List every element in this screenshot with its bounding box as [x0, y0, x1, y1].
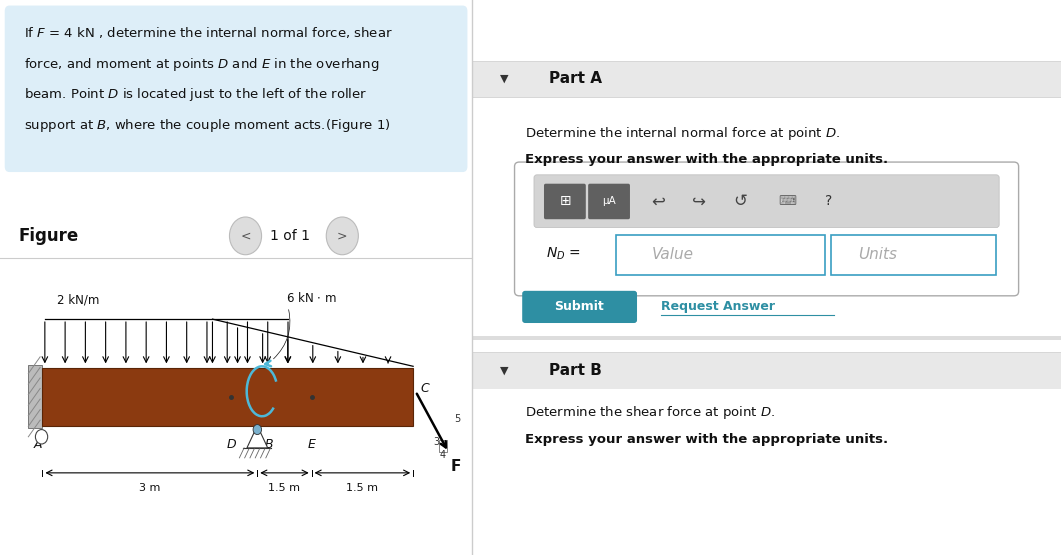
Text: <: <	[240, 229, 250, 243]
Text: $D$: $D$	[226, 438, 237, 451]
FancyBboxPatch shape	[472, 72, 1061, 333]
Text: 4: 4	[440, 450, 447, 460]
Text: Determine the shear force at point $D$.: Determine the shear force at point $D$.	[525, 404, 776, 421]
FancyBboxPatch shape	[515, 162, 1019, 296]
Text: support at $B$, where the couple moment acts.(Figure 1): support at $B$, where the couple moment …	[23, 117, 390, 134]
Circle shape	[326, 217, 359, 255]
Text: ↺: ↺	[733, 193, 747, 210]
Text: 3 m: 3 m	[139, 483, 160, 493]
Text: 1 of 1: 1 of 1	[271, 229, 311, 243]
Text: Part A: Part A	[549, 71, 602, 87]
Circle shape	[254, 425, 262, 435]
Text: 1.5 m: 1.5 m	[268, 483, 300, 493]
Text: beam. Point $D$ is located just to the left of the roller: beam. Point $D$ is located just to the l…	[23, 86, 367, 103]
Circle shape	[229, 217, 262, 255]
Polygon shape	[247, 426, 267, 448]
Text: If $\mathbf{\mathit{F}}$ = 4 kN , determine the internal normal force, shear: If $\mathbf{\mathit{F}}$ = 4 kN , determ…	[23, 25, 393, 40]
Text: ↩: ↩	[650, 193, 664, 210]
FancyBboxPatch shape	[42, 368, 413, 426]
Text: ▼: ▼	[501, 365, 509, 375]
Text: Figure: Figure	[19, 227, 80, 245]
Text: 1.5 m: 1.5 m	[346, 483, 379, 493]
Text: ?: ?	[824, 194, 832, 209]
Text: Determine the internal normal force at point $D$.: Determine the internal normal force at p…	[525, 125, 840, 142]
Text: 6 kN $\cdot$ m: 6 kN $\cdot$ m	[285, 291, 336, 305]
Text: Units: Units	[858, 247, 897, 263]
Text: 2 kN/m: 2 kN/m	[56, 294, 99, 307]
Text: $\mathbf{F}$: $\mathbf{F}$	[450, 458, 462, 474]
FancyBboxPatch shape	[522, 291, 637, 323]
FancyBboxPatch shape	[4, 6, 468, 172]
Text: >: >	[337, 229, 348, 243]
Text: 5: 5	[454, 414, 460, 424]
Text: $E$: $E$	[307, 438, 316, 451]
Text: μA: μA	[603, 196, 616, 206]
Text: $A$: $A$	[33, 438, 42, 451]
Text: Request Answer: Request Answer	[661, 300, 775, 314]
FancyBboxPatch shape	[588, 184, 630, 219]
Text: $N_D$ =: $N_D$ =	[545, 245, 580, 262]
Text: ⌨: ⌨	[778, 195, 796, 208]
Circle shape	[35, 430, 48, 444]
FancyBboxPatch shape	[472, 61, 1061, 97]
Text: force, and moment at points $D$ and $E$ in the overhang: force, and moment at points $D$ and $E$ …	[23, 56, 379, 73]
Text: ⊞: ⊞	[559, 194, 571, 209]
FancyBboxPatch shape	[534, 175, 999, 228]
Text: Value: Value	[651, 247, 694, 263]
FancyBboxPatch shape	[544, 184, 586, 219]
Text: Submit: Submit	[555, 300, 604, 314]
Text: ↪: ↪	[692, 193, 706, 210]
Text: $B$: $B$	[264, 438, 274, 451]
FancyBboxPatch shape	[472, 0, 1061, 72]
FancyBboxPatch shape	[472, 352, 1061, 388]
Text: ▼: ▼	[501, 74, 509, 84]
Text: 3: 3	[433, 437, 439, 447]
FancyBboxPatch shape	[29, 365, 41, 428]
FancyBboxPatch shape	[472, 336, 1061, 340]
Text: $C$: $C$	[420, 382, 431, 395]
Text: Part B: Part B	[549, 362, 602, 378]
FancyBboxPatch shape	[832, 235, 996, 275]
Text: Express your answer with the appropriate units.: Express your answer with the appropriate…	[525, 153, 888, 165]
FancyBboxPatch shape	[472, 388, 1061, 555]
FancyBboxPatch shape	[616, 235, 825, 275]
Text: Express your answer with the appropriate units.: Express your answer with the appropriate…	[525, 433, 888, 446]
